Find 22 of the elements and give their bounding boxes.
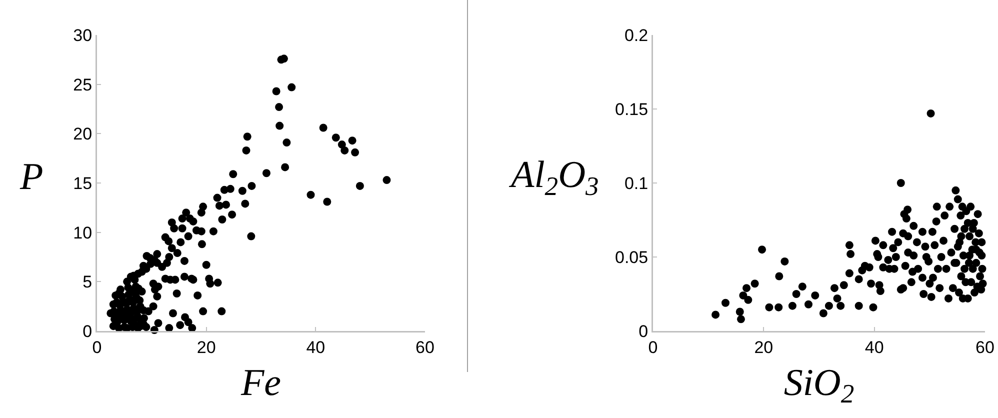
y-tick-label: 0.05	[615, 248, 648, 267]
x-axis-title: SiO$_{2}$	[784, 362, 854, 409]
y-axis-title: Al$_{2}$O$_{3}$	[508, 154, 599, 201]
y-tick-label: 0	[638, 322, 648, 341]
x-tick-label: 40	[306, 338, 326, 357]
y-tick-label: 20	[73, 124, 92, 144]
y-axis-title: P	[19, 156, 44, 198]
x-tick-label: 60	[976, 338, 994, 357]
y-tick-label: 0.2	[624, 26, 648, 45]
y-tick-label: 0.1	[624, 174, 648, 193]
x-tick-label: 20	[196, 338, 216, 357]
y-tick-label: 5	[82, 272, 92, 292]
y-tick-label: 0.15	[615, 100, 648, 119]
y-tick-label: 10	[73, 223, 92, 242]
x-axis-title: Fe	[240, 362, 282, 404]
y-tick-label: 15	[73, 174, 92, 193]
y-tick-label: 30	[73, 26, 92, 45]
x-tick-label: 20	[754, 338, 774, 357]
x-tick-label: 60	[416, 338, 434, 357]
y-tick-label: 25	[73, 75, 92, 94]
y-tick-label: 0	[82, 322, 92, 341]
x-tick-label: 40	[864, 338, 884, 357]
